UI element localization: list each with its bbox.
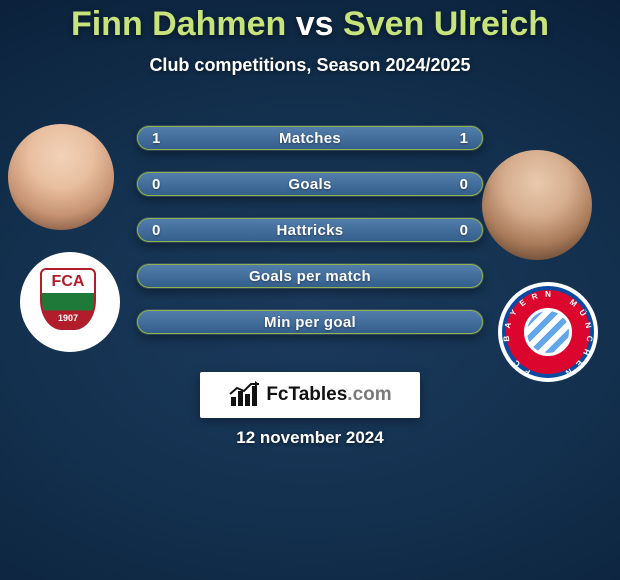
stat-row: Min per goal <box>137 310 483 334</box>
title-player1: Finn Dahmen <box>71 5 286 43</box>
stat-row: 1Matches1 <box>137 126 483 150</box>
stat-row: 0Hattricks0 <box>137 218 483 242</box>
stat-value-right: 0 <box>460 222 468 239</box>
augsburg-text-top: FCA <box>42 273 94 291</box>
stat-value-right: 0 <box>460 176 468 193</box>
stat-value-left: 0 <box>152 222 160 239</box>
stat-row: 0Goals0 <box>137 172 483 196</box>
stat-value-left: 0 <box>152 176 160 193</box>
augsburg-shield-icon: FCA 1907 <box>40 268 100 336</box>
stat-label: Min per goal <box>138 314 482 331</box>
stat-value-right: 1 <box>460 130 468 147</box>
footer-suffix: .com <box>347 384 391 405</box>
stat-label: Goals per match <box>138 268 482 285</box>
bayern-ring-icon: FC BAYERN MÜNCHEN <box>502 286 594 378</box>
stat-label: Goals <box>138 176 482 193</box>
footer-brand: FcTables <box>266 384 347 405</box>
footer-logo: FcTables.com <box>200 372 420 418</box>
bayern-ring-text: FC BAYERN MÜNCHEN <box>506 290 590 374</box>
footer-date: 12 november 2024 <box>0 428 620 448</box>
title-player2: Sven Ulreich <box>343 5 549 43</box>
bar-chart-icon <box>228 381 262 409</box>
club-badge-augsburg: FCA 1907 <box>20 252 120 352</box>
title-vs: vs <box>296 5 334 43</box>
augsburg-text-year: 1907 <box>42 313 94 323</box>
stat-label: Matches <box>138 130 482 147</box>
stat-rows: 1Matches10Goals00Hattricks0Goals per mat… <box>137 126 483 356</box>
stat-row: Goals per match <box>137 264 483 288</box>
player1-photo <box>8 124 114 230</box>
content-root: Finn Dahmen vs Sven Ulreich Club competi… <box>0 0 620 580</box>
player2-photo <box>482 150 592 260</box>
footer-logo-text: FcTables.com <box>266 384 391 406</box>
subtitle: Club competitions, Season 2024/2025 <box>0 55 620 76</box>
stat-value-left: 1 <box>152 130 160 147</box>
stat-label: Hattricks <box>138 222 482 239</box>
page-title: Finn Dahmen vs Sven Ulreich <box>0 0 620 43</box>
club-badge-bayern: FC BAYERN MÜNCHEN <box>498 282 598 382</box>
